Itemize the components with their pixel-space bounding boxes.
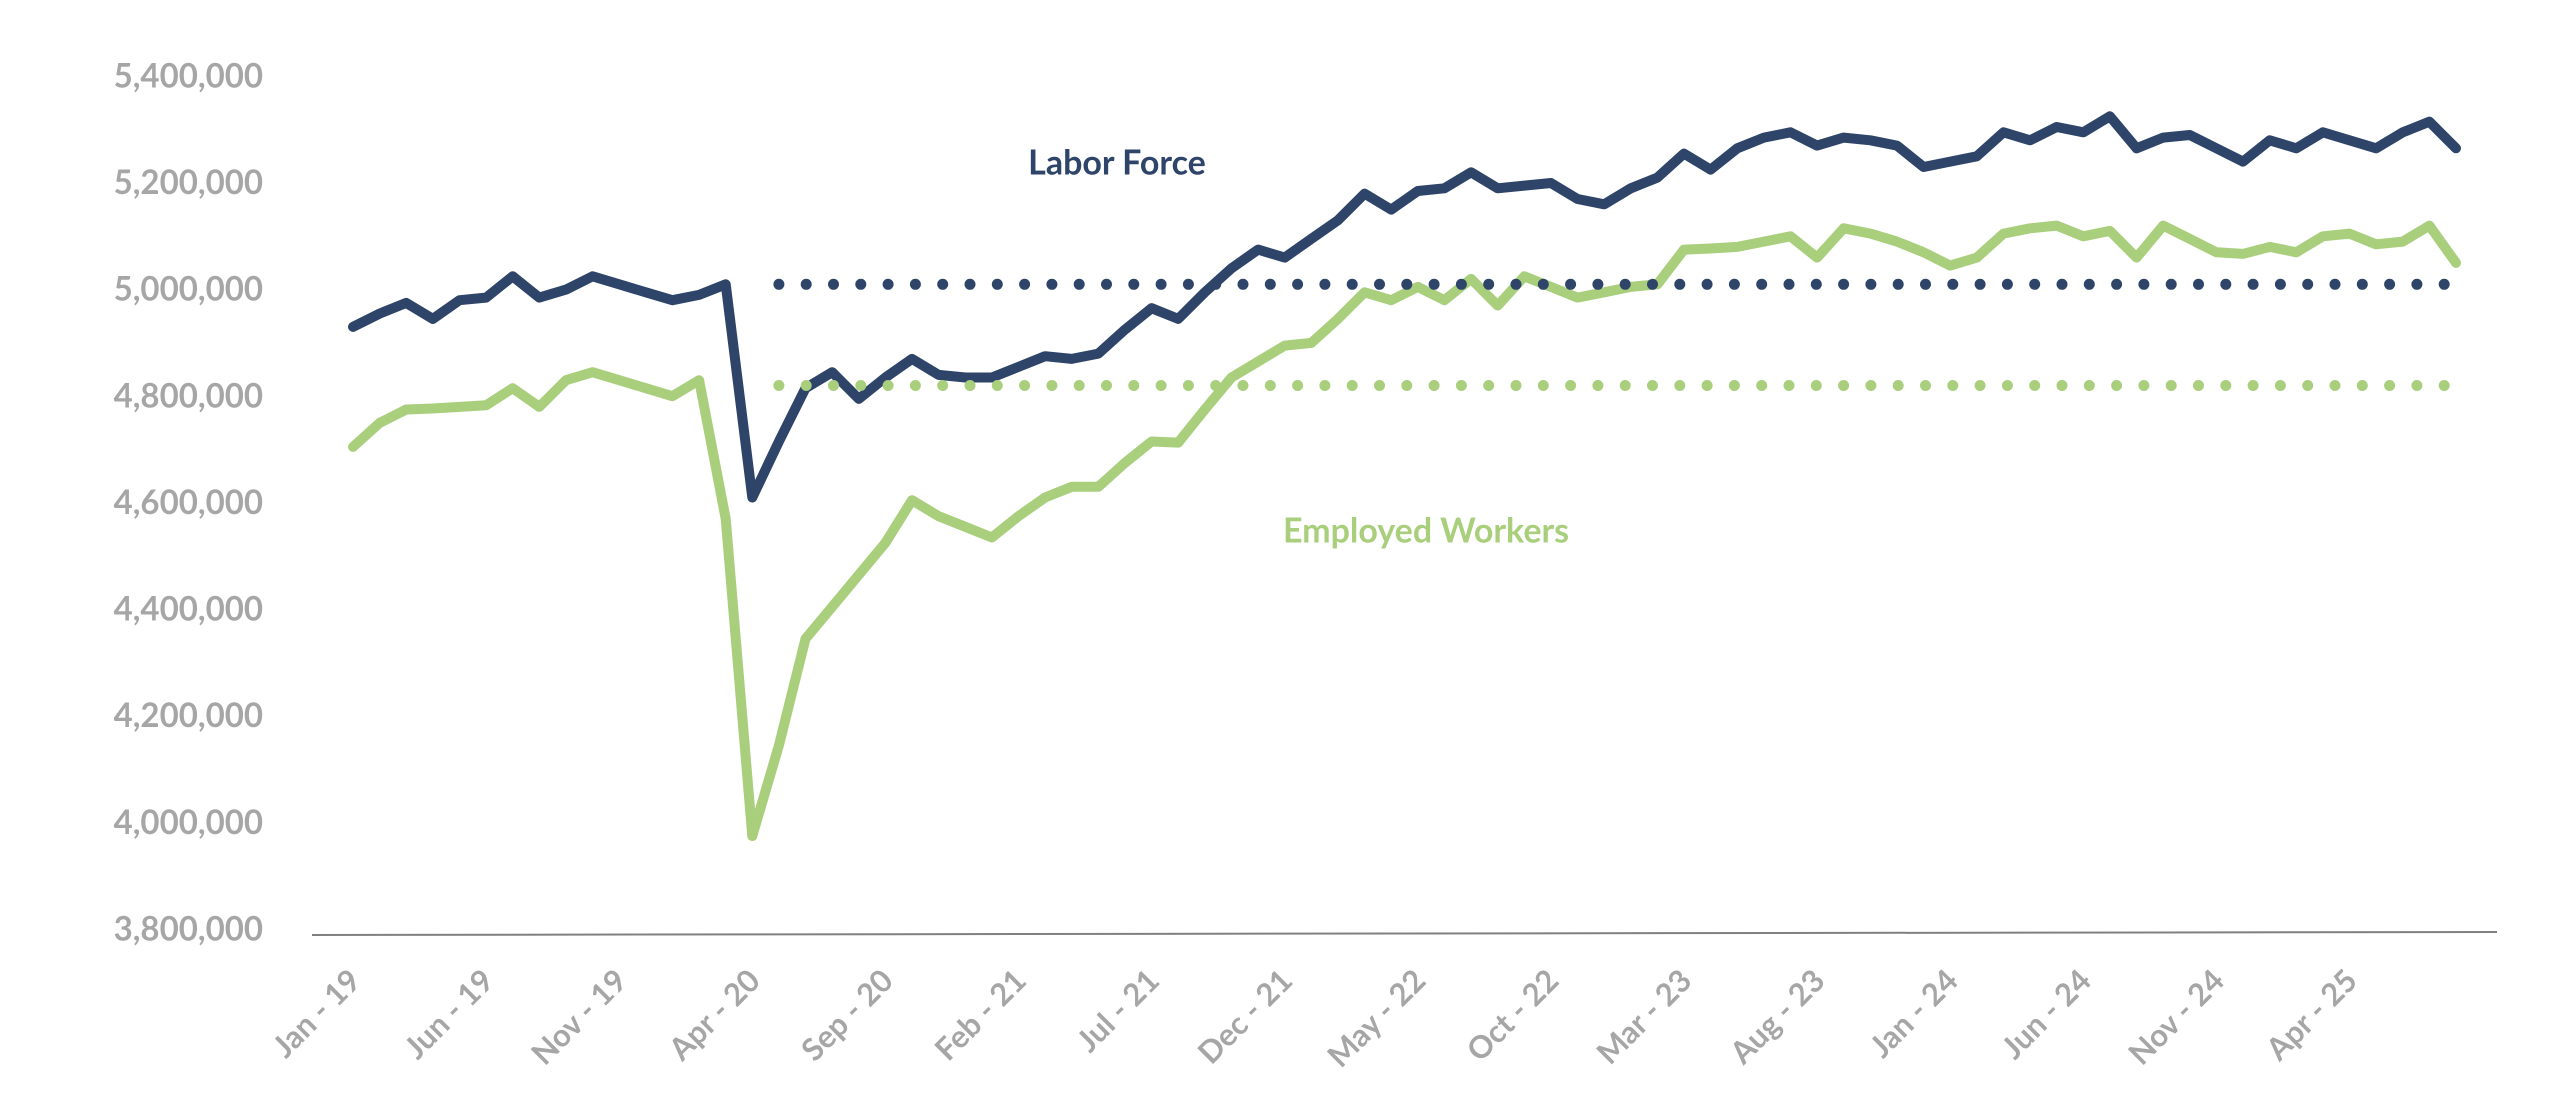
y-tick-label: 4,000,000: [114, 802, 263, 842]
y-tick-label: 5,400,000: [114, 55, 263, 95]
x-tick-label: May - 22: [1319, 961, 1432, 1074]
x-tick-label: Jun - 19: [396, 961, 501, 1066]
y-tick-label: 5,000,000: [114, 269, 263, 309]
annotation: Labor Force: [1028, 142, 1206, 183]
x-tick-label: Jul - 21: [1068, 961, 1166, 1059]
y-tick-label: 4,800,000: [114, 375, 263, 415]
y-tick-label: 4,400,000: [114, 589, 263, 629]
y-tick-label: 3,800,000: [114, 908, 263, 948]
y-tick-label: 4,600,000: [114, 482, 263, 522]
annotation: Employed Workers: [1283, 510, 1569, 551]
y-tick-label: 4,200,000: [114, 695, 263, 735]
y-tick-label: 5,200,000: [114, 162, 263, 202]
x-tick-label: Aug - 23: [1721, 961, 1832, 1072]
x-tick-label: Mar - 23: [1588, 961, 1698, 1071]
x-tick-label: Jan - 24: [1861, 961, 1965, 1065]
series-line: [348, 220, 2461, 841]
x-tick-label: Apr - 25: [2257, 961, 2364, 1068]
x-tick-label: Oct - 22: [1458, 961, 1565, 1068]
x-tick-label: Jan - 19: [264, 961, 368, 1065]
x-tick-label: Sep - 20: [793, 961, 900, 1068]
x-tick-label: Nov - 24: [2120, 961, 2231, 1072]
x-tick-label: Dec - 21: [1189, 961, 1299, 1071]
x-tick-label: Apr - 20: [660, 961, 767, 1068]
x-tick-label: Jun - 24: [1993, 961, 2098, 1066]
x-tick-label: Feb - 21: [926, 961, 1033, 1068]
x-tick-label: Nov - 19: [523, 961, 634, 1072]
x-axis-line: [311, 931, 2498, 936]
series-line: [348, 111, 2461, 503]
